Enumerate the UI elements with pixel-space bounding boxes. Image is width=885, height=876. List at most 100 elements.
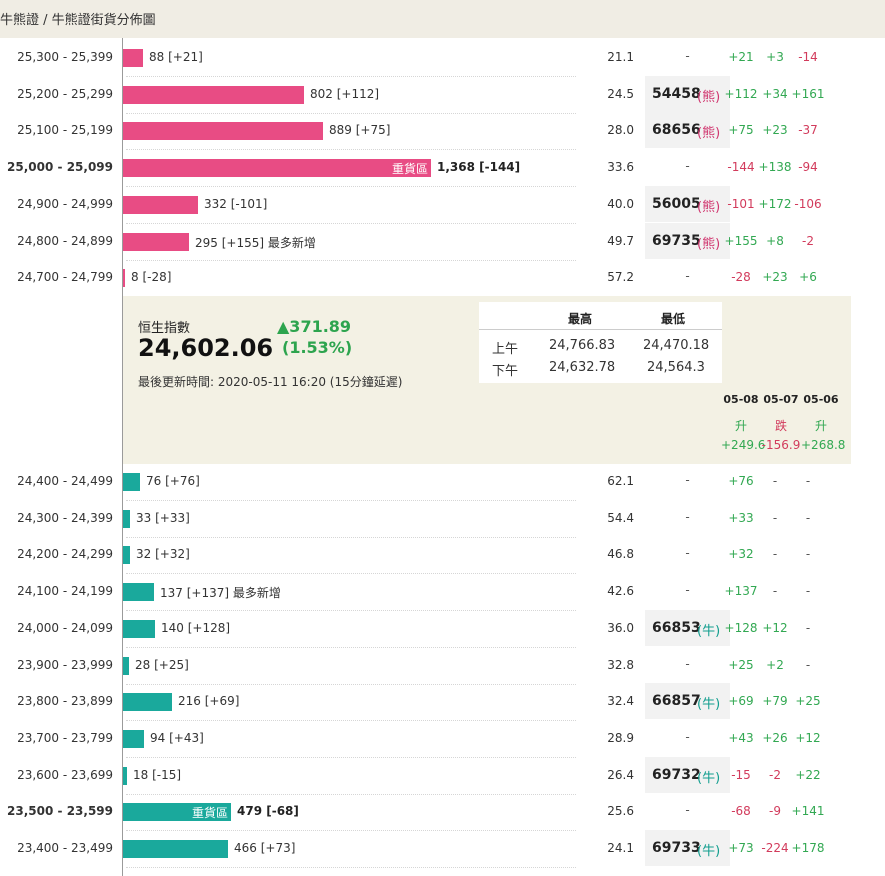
warrant-code[interactable]: 66853 xyxy=(652,619,701,636)
strike-range: 23,400 - 23,499 xyxy=(17,841,113,855)
daily-change: -28 xyxy=(731,270,751,285)
row-divider xyxy=(126,646,576,648)
volume-count: 295 [+155] 最多新增 xyxy=(195,235,316,250)
strike-range: 24,900 - 24,999 xyxy=(17,196,113,211)
strike-row: 23,400 - 23,499 466 [+73] 24.1 69733 (牛) +73-… xyxy=(0,830,885,868)
row-divider xyxy=(126,793,576,795)
strike-row: 23,800 - 23,899 216 [+69] 32.4 66857 (牛) +69 +… xyxy=(0,683,885,722)
warrant-type: (牛) xyxy=(697,697,721,713)
empty-cell: - xyxy=(685,159,690,174)
distance-pct: 42.6 xyxy=(607,584,634,599)
daily-change: - xyxy=(772,510,778,525)
strike-row: 23,700 - 23,799 94 [+43] 28.9 - +43 +26 +12 xyxy=(0,721,885,758)
volume-count: 479 [-68] xyxy=(237,804,299,819)
heavy-zone-label: 重貨區 xyxy=(391,162,428,177)
bear-volume-bar xyxy=(123,195,198,214)
warrant-code[interactable]: 56005 xyxy=(652,195,701,212)
warrant-code-cell[interactable]: 66853 (牛) xyxy=(645,609,730,646)
warrant-code[interactable]: 66857 xyxy=(652,693,701,710)
warrant-code[interactable]: 69733 xyxy=(652,840,701,856)
warrant-code-cell: - xyxy=(645,463,730,499)
strike-range: 25,100 - 25,199 xyxy=(17,123,113,138)
daily-change: +155 xyxy=(724,233,758,248)
heavy-zone-label: 重貨區 xyxy=(191,806,228,821)
strike-range: 25,200 - 25,299 xyxy=(17,86,113,101)
row-divider xyxy=(126,259,576,261)
day-direction: 升 xyxy=(814,419,827,433)
warrant-code-cell[interactable]: 66857 (牛) xyxy=(645,683,730,720)
distance-pct: 25.6 xyxy=(607,804,634,819)
day-date: 05-07 xyxy=(763,393,799,406)
bull-volume-bar xyxy=(123,656,129,675)
strike-range: 24,400 - 24,499 xyxy=(17,474,113,488)
warrant-type: (牛) xyxy=(697,623,721,639)
daily-change: +112 xyxy=(724,86,758,101)
last-updated: 最後更新時間: 2020-05-11 16:20 (15分鐘延遲) xyxy=(138,375,403,389)
warrant-code-cell: - xyxy=(645,149,730,185)
day-direction: 升 xyxy=(734,419,747,433)
strike-range: 25,300 - 25,399 xyxy=(17,50,113,64)
warrant-type: (牛) xyxy=(697,844,721,859)
warrant-code-cell[interactable]: 69735 (熊) xyxy=(645,222,730,259)
warrant-code-cell[interactable]: 54458 (熊) xyxy=(645,75,730,112)
daily-change: -37 xyxy=(798,123,818,138)
day-change: -156.9 xyxy=(761,438,801,452)
strike-row: 24,200 - 24,299 32 [+32] 46.8 - +32 - - xyxy=(0,537,885,575)
volume-count: 88 [+21] xyxy=(149,50,203,64)
warrant-code-cell[interactable]: 69732 (牛) xyxy=(645,756,730,793)
warrant-code[interactable]: 68656 xyxy=(652,122,701,139)
distance-pct: 32.8 xyxy=(607,657,634,672)
distance-pct: 24.5 xyxy=(607,86,634,101)
index-label: 恒生指數 xyxy=(138,321,191,336)
pm-label: 下午 xyxy=(492,364,519,379)
warrant-code[interactable]: 54458 xyxy=(652,85,701,102)
volume-count: 8 [-28] xyxy=(131,270,172,285)
volume-count: 76 [+76] xyxy=(146,474,200,488)
daily-change: -144 xyxy=(727,160,755,175)
row-divider xyxy=(126,867,576,868)
daily-change: -14 xyxy=(798,50,818,64)
bull-volume-bar xyxy=(123,509,130,528)
strike-range: 24,100 - 24,199 xyxy=(17,584,113,599)
row-divider xyxy=(126,500,576,501)
strike-row: 25,100 - 25,199 889 [+75] 28.0 68656 (熊) +75 +… xyxy=(0,112,885,151)
strike-range: 24,200 - 24,299 xyxy=(17,547,113,562)
daily-change: +33 xyxy=(728,510,754,525)
daily-change: -2 xyxy=(769,767,781,782)
daily-change: +26 xyxy=(762,730,788,745)
daily-change: +3 xyxy=(766,50,784,64)
strike-range: 25,000 - 25,099 xyxy=(7,160,113,175)
row-divider xyxy=(126,222,576,224)
row-divider xyxy=(126,112,576,114)
warrant-code-cell[interactable]: 68656 (熊) xyxy=(645,112,730,149)
row-divider xyxy=(126,186,576,188)
index-change: ▲371.89 xyxy=(277,317,352,336)
distance-pct: 46.8 xyxy=(607,547,634,562)
strike-range: 24,000 - 24,099 xyxy=(17,620,113,635)
breadcrumb[interactable]: 牛熊證 / 牛熊證街貨分佈圖 xyxy=(0,13,156,28)
daily-change: -106 xyxy=(794,196,822,211)
volume-count: 466 [+73] xyxy=(234,841,296,855)
warrant-code[interactable]: 69732 xyxy=(652,766,701,783)
row-divider xyxy=(126,76,576,77)
day-date: 05-06 xyxy=(803,393,839,406)
high-header: 最高 xyxy=(568,312,593,326)
am-high: 24,766.83 xyxy=(549,338,616,353)
empty-cell: - xyxy=(685,729,690,744)
daily-change: -101 xyxy=(727,196,755,211)
bull-volume-bar xyxy=(123,840,228,858)
warrant-code-cell[interactable]: 56005 (熊) xyxy=(645,185,730,222)
daily-change: +23 xyxy=(762,123,788,138)
empty-cell: - xyxy=(685,509,690,524)
strike-row: 25,000 - 25,099 重貨區 1,368 [-144] 33.6 - -144 +… xyxy=(0,149,885,188)
warrant-code[interactable]: 69735 xyxy=(652,232,701,249)
volume-count: 33 [+33] xyxy=(136,510,190,525)
daily-change: - xyxy=(772,474,778,488)
bull-volume-bar xyxy=(123,693,172,712)
warrant-code-cell: - xyxy=(645,500,730,536)
day-change: +249.6 xyxy=(721,438,766,452)
warrant-code-cell: - xyxy=(645,573,730,609)
warrant-code-cell[interactable]: 69733 (牛) xyxy=(645,830,730,866)
daily-change: -94 xyxy=(798,160,818,175)
empty-cell: - xyxy=(685,546,690,561)
